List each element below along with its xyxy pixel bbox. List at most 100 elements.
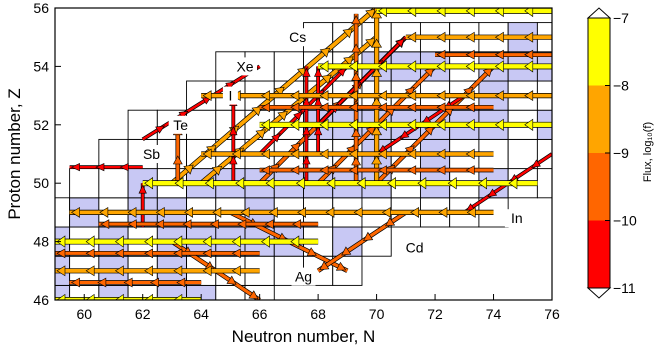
element-label-bg <box>222 86 238 105</box>
flux-arrowhead <box>353 206 363 218</box>
flux-arrowhead <box>314 67 323 77</box>
flux-arrowhead <box>290 102 300 113</box>
flux-arrowhead <box>524 118 534 131</box>
flux-arrowhead <box>341 246 352 256</box>
colorbar-label: Flux, log₁₀(f) <box>642 122 654 182</box>
flux-arrowhead <box>436 148 446 160</box>
flux-arrowhead <box>297 206 307 218</box>
flux-arrowhead <box>531 159 541 168</box>
y-axis-ticks: 46 48 50 52 54 56 <box>33 0 61 308</box>
x-axis-ticks: 60 62 64 66 68 70 72 74 76 <box>76 294 560 322</box>
flux-arrowhead <box>95 163 105 172</box>
element-label-bg <box>291 267 316 286</box>
flux-arrowhead <box>56 248 66 259</box>
flux-arrowhead <box>524 8 534 18</box>
flux-arrowhead <box>178 110 189 120</box>
flux-arrowhead <box>231 235 241 248</box>
flux-arrowhead <box>387 177 396 190</box>
x-tick-label: 72 <box>427 306 443 322</box>
flux-arrowhead <box>261 118 270 131</box>
x-tick-label: 62 <box>135 306 151 322</box>
flux-arrowhead <box>508 177 518 190</box>
y-tick-label: 46 <box>33 292 49 308</box>
flux-arrowhead <box>381 206 391 218</box>
flux-arrowhead <box>149 277 159 288</box>
flux-arrowhead <box>465 90 475 102</box>
flux-arrowhead <box>342 28 353 39</box>
flux-arrowhead <box>176 277 186 288</box>
flux-arrowhead <box>155 125 166 134</box>
flux-arrowhead <box>292 219 302 230</box>
nuclide-cell <box>332 255 363 286</box>
flux-arrowhead <box>99 206 109 218</box>
flux-arrowhead <box>487 188 498 198</box>
flux-arrowhead <box>319 261 330 271</box>
flux-arrowhead <box>260 165 270 175</box>
x-tick-label: 68 <box>310 306 326 322</box>
flux-arrowhead <box>85 265 95 277</box>
flux-arrowhead <box>407 102 417 113</box>
flux-arrowhead <box>264 219 274 230</box>
flux-arrowhead <box>378 90 387 102</box>
flux-arrowhead <box>351 71 362 81</box>
flux-arrowhead <box>378 118 387 131</box>
flux-arrowhead <box>290 148 300 160</box>
flux-arrowhead <box>371 126 383 136</box>
flux-arrowhead <box>85 248 95 259</box>
flux-arrowhead <box>436 118 446 131</box>
flux-arrowhead <box>127 219 137 230</box>
flux-arrowhead <box>182 219 192 230</box>
flux-arrowhead <box>436 165 446 175</box>
element-label: Sb <box>143 146 160 162</box>
flux-arrowhead <box>319 47 331 58</box>
flux-arrowhead <box>231 248 241 259</box>
flux-arrowhead <box>56 293 66 300</box>
flux-arrowhead <box>436 60 446 73</box>
flux-arrowhead <box>319 60 329 73</box>
flux-arrowhead <box>144 177 153 190</box>
flux-arrowhead <box>325 206 335 218</box>
flux-arrowhead <box>378 60 387 73</box>
flux-arrowhead <box>71 206 80 218</box>
y-tick-label: 48 <box>33 234 49 250</box>
flux-arrowhead <box>173 265 183 277</box>
flux-arrowhead <box>229 155 238 165</box>
flux-arrowhead <box>326 177 336 190</box>
flux-arrowhead <box>436 8 446 18</box>
element-label: Cs <box>289 29 306 45</box>
nuclide-cell <box>98 168 129 199</box>
flux-arrowhead <box>436 90 446 102</box>
flux-arrowhead <box>348 148 358 160</box>
flux-arrowhead <box>255 129 266 140</box>
flux-arrowhead <box>436 49 446 60</box>
flux-arrowhead <box>363 231 374 241</box>
flux-arrowhead <box>265 177 275 190</box>
flux-arrowhead <box>351 156 362 166</box>
flux-arrowhead <box>465 8 475 18</box>
element-label: Xe <box>236 58 253 74</box>
flux-diagonal <box>317 36 407 126</box>
nuclide-cell <box>69 168 100 199</box>
flux-arrowhead <box>494 31 504 43</box>
y-tick-label: 52 <box>33 117 49 133</box>
flux-arrowhead <box>319 90 329 102</box>
flux-arrowhead <box>261 90 270 102</box>
flux-arrowhead <box>231 148 241 160</box>
colorbar-tick-label: −8 <box>613 78 629 94</box>
flux-arrowhead <box>155 219 164 230</box>
flux-arrowhead <box>302 126 311 136</box>
x-tick-label: 70 <box>369 306 385 322</box>
colorbar: −7 −8 −9 −10 −11 <box>586 7 637 299</box>
flux-arrowhead <box>144 293 153 300</box>
flux-arrowhead <box>277 111 288 122</box>
flux-arrowhead <box>436 31 446 43</box>
flux-arrowhead <box>302 67 311 77</box>
flux-arrowhead <box>184 206 193 218</box>
element-label: Te <box>173 117 188 133</box>
flux-arrowhead <box>377 165 387 175</box>
colorbar-tick-label: −10 <box>613 213 637 229</box>
flux-arrowhead <box>377 102 387 113</box>
flux-arrowhead <box>225 81 236 90</box>
flux-arrowhead <box>268 206 278 218</box>
flux-arrowhead <box>114 235 124 248</box>
